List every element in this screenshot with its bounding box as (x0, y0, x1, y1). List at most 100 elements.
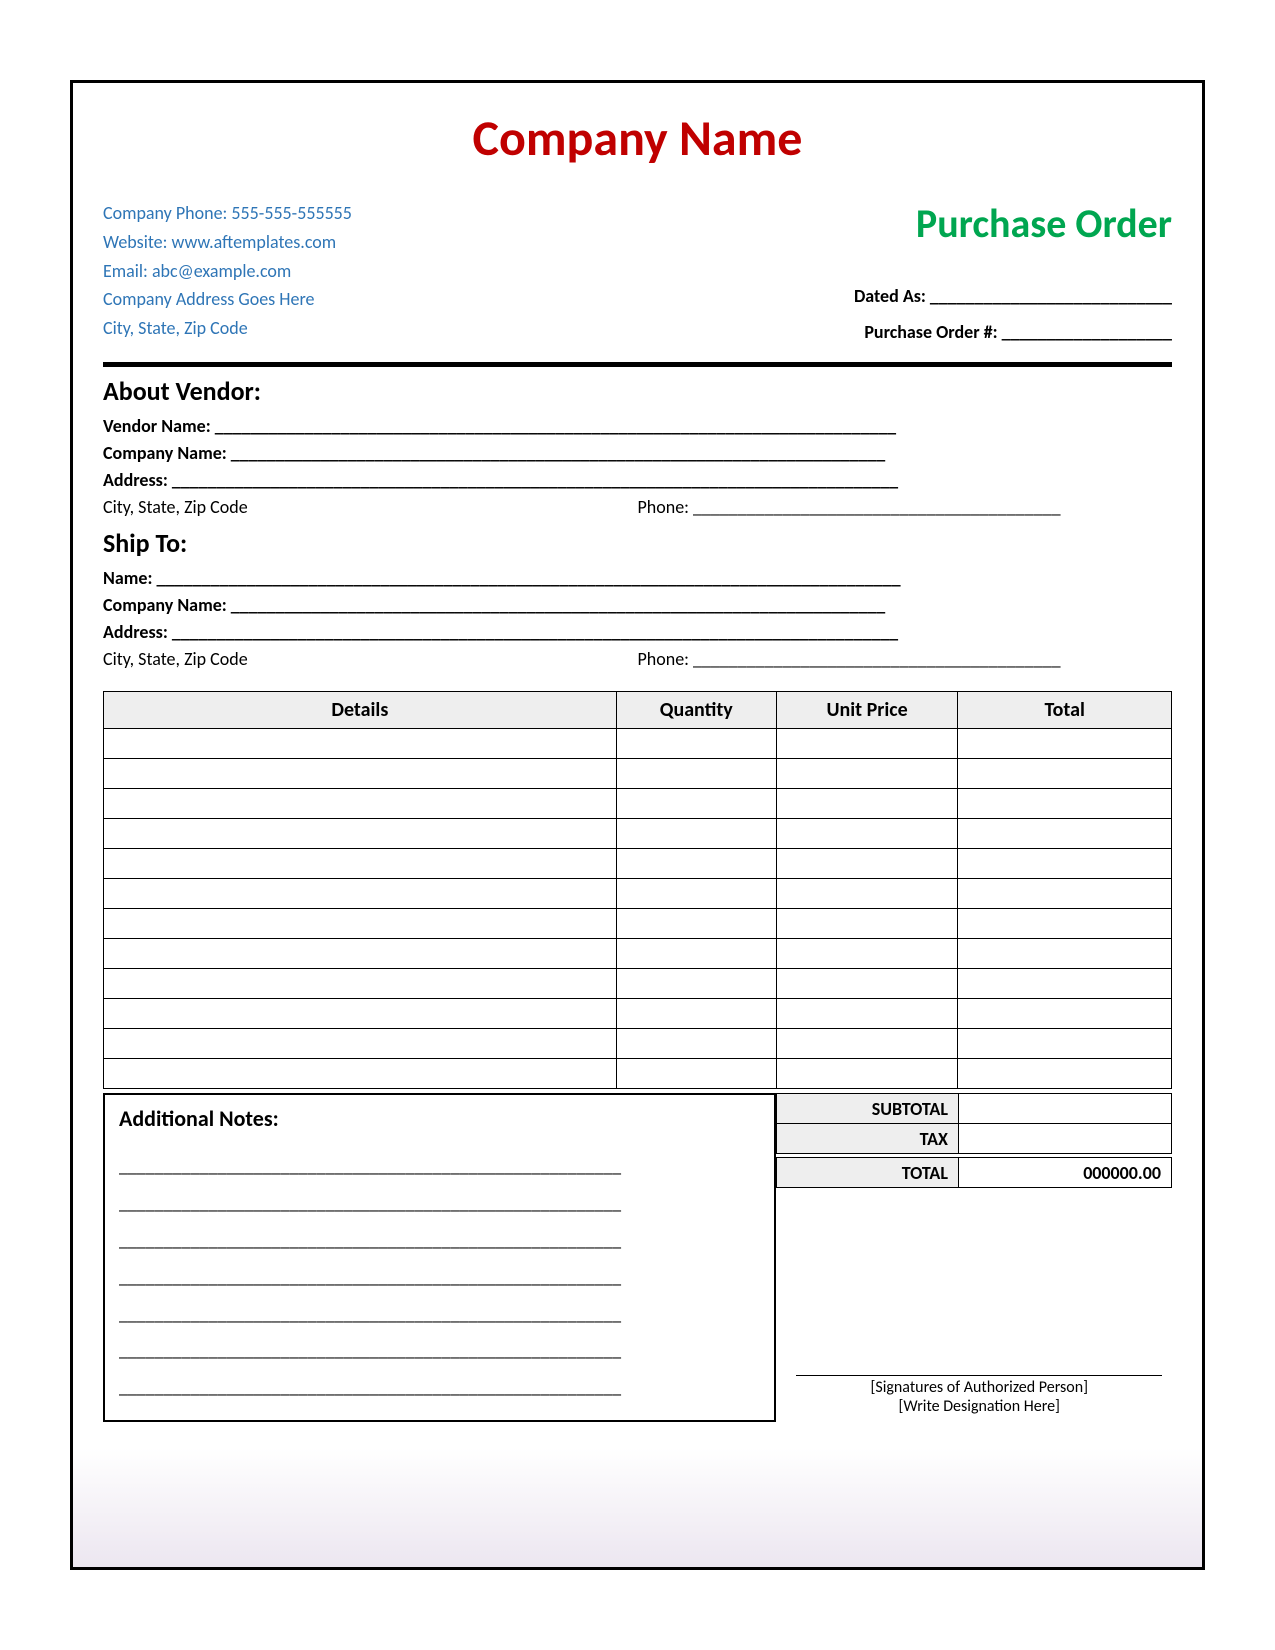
table-row[interactable] (104, 969, 1172, 999)
table-cell[interactable] (958, 939, 1172, 969)
subtotal-label: SUBTOTAL (777, 1094, 958, 1124)
table-cell[interactable] (958, 819, 1172, 849)
po-number-field[interactable]: Purchase Order #: ___________________ (854, 314, 1172, 350)
dated-as-field[interactable]: Dated As: ___________________________ (854, 278, 1172, 314)
purchase-order-title: Purchase Order (854, 199, 1172, 248)
table-cell[interactable] (104, 999, 617, 1029)
company-phone: Company Phone: 555-555-555555 (103, 199, 352, 228)
notes-line[interactable]: ________________________________________… (119, 1222, 760, 1259)
table-cell[interactable] (616, 729, 776, 759)
table-row[interactable] (104, 789, 1172, 819)
vendor-city-phone-row: City, State, Zip Code Phone: ___________… (103, 494, 1172, 521)
table-cell[interactable] (104, 879, 617, 909)
table-cell[interactable] (104, 819, 617, 849)
table-cell[interactable] (104, 849, 617, 879)
table-cell[interactable] (616, 759, 776, 789)
company-email: Email: abc@example.com (103, 257, 352, 286)
vendor-city-field[interactable]: City, State, Zip Code (103, 494, 638, 521)
signature-block: [Signatures of Authorized Person] [Write… (776, 1375, 1172, 1422)
table-cell[interactable] (958, 1059, 1172, 1089)
table-cell[interactable] (104, 909, 617, 939)
table-cell[interactable] (104, 969, 617, 999)
signature-label1: [Signatures of Authorized Person] (796, 1378, 1162, 1397)
table-cell[interactable] (776, 1059, 958, 1089)
subtotal-value[interactable] (958, 1094, 1171, 1124)
table-cell[interactable] (776, 789, 958, 819)
table-cell[interactable] (616, 789, 776, 819)
table-row[interactable] (104, 849, 1172, 879)
notes-line[interactable]: ________________________________________… (119, 1185, 760, 1222)
table-cell[interactable] (104, 1029, 617, 1059)
table-row[interactable] (104, 759, 1172, 789)
table-cell[interactable] (958, 849, 1172, 879)
signature-label2: [Write Designation Here] (796, 1397, 1162, 1416)
table-cell[interactable] (776, 969, 958, 999)
table-cell[interactable] (616, 999, 776, 1029)
notes-line[interactable]: ________________________________________… (119, 1259, 760, 1296)
notes-line[interactable]: ________________________________________… (119, 1148, 760, 1185)
table-cell[interactable] (958, 969, 1172, 999)
table-cell[interactable] (104, 939, 617, 969)
table-cell[interactable] (958, 759, 1172, 789)
table-cell[interactable] (616, 969, 776, 999)
table-row[interactable] (104, 1029, 1172, 1059)
company-address2: City, State, Zip Code (103, 314, 352, 343)
date-block: Dated As: ___________________________ Pu… (854, 278, 1172, 350)
shipto-name-field[interactable]: Name: __________________________________… (103, 565, 1172, 592)
table-cell[interactable] (104, 729, 617, 759)
subtotal-row: SUBTOTAL (777, 1094, 1172, 1124)
tax-value[interactable] (958, 1124, 1171, 1154)
table-cell[interactable] (776, 909, 958, 939)
signature-line[interactable] (796, 1375, 1162, 1376)
table-cell[interactable] (776, 819, 958, 849)
vendor-phone-field[interactable]: Phone: _________________________________… (638, 494, 1173, 521)
company-info: Company Phone: 555-555-555555 Website: w… (103, 199, 352, 343)
vendor-name-field[interactable]: Vendor Name: ___________________________… (103, 413, 1172, 440)
table-cell[interactable] (958, 729, 1172, 759)
table-cell[interactable] (776, 849, 958, 879)
table-row[interactable] (104, 1059, 1172, 1089)
notes-line[interactable]: ________________________________________… (119, 1296, 760, 1333)
table-cell[interactable] (776, 729, 958, 759)
vendor-company-field[interactable]: Company Name: __________________________… (103, 440, 1172, 467)
table-cell[interactable] (616, 909, 776, 939)
table-row[interactable] (104, 879, 1172, 909)
table-cell[interactable] (776, 759, 958, 789)
company-address1: Company Address Goes Here (103, 285, 352, 314)
table-cell[interactable] (958, 909, 1172, 939)
shipto-phone-field[interactable]: Phone: _________________________________… (638, 646, 1173, 673)
table-cell[interactable] (776, 879, 958, 909)
shipto-company-field[interactable]: Company Name: __________________________… (103, 592, 1172, 619)
table-row[interactable] (104, 909, 1172, 939)
notes-line[interactable]: ________________________________________… (119, 1332, 760, 1369)
table-cell[interactable] (776, 999, 958, 1029)
shipto-city-field[interactable]: City, State, Zip Code (103, 646, 638, 673)
table-cell[interactable] (958, 1029, 1172, 1059)
col-details-header: Details (104, 692, 617, 729)
table-cell[interactable] (616, 849, 776, 879)
table-cell[interactable] (616, 1059, 776, 1089)
table-row[interactable] (104, 819, 1172, 849)
table-cell[interactable] (776, 1029, 958, 1059)
table-cell[interactable] (958, 879, 1172, 909)
tax-label: TAX (777, 1124, 958, 1154)
table-cell[interactable] (616, 819, 776, 849)
shipto-address-field[interactable]: Address: _______________________________… (103, 619, 1172, 646)
company-title: Company Name (103, 108, 1172, 169)
vendor-address-field[interactable]: Address: _______________________________… (103, 467, 1172, 494)
table-cell[interactable] (616, 879, 776, 909)
table-row[interactable] (104, 729, 1172, 759)
table-row[interactable] (104, 999, 1172, 1029)
notes-line[interactable]: ________________________________________… (119, 1369, 760, 1406)
table-cell[interactable] (616, 1029, 776, 1059)
table-cell[interactable] (776, 939, 958, 969)
table-cell[interactable] (616, 939, 776, 969)
company-website: Website: www.aftemplates.com (103, 228, 352, 257)
table-cell[interactable] (958, 999, 1172, 1029)
table-cell[interactable] (104, 789, 617, 819)
po-heading-block: Purchase Order Dated As: _______________… (854, 199, 1172, 350)
table-cell[interactable] (104, 759, 617, 789)
table-cell[interactable] (104, 1059, 617, 1089)
table-cell[interactable] (958, 789, 1172, 819)
table-row[interactable] (104, 939, 1172, 969)
